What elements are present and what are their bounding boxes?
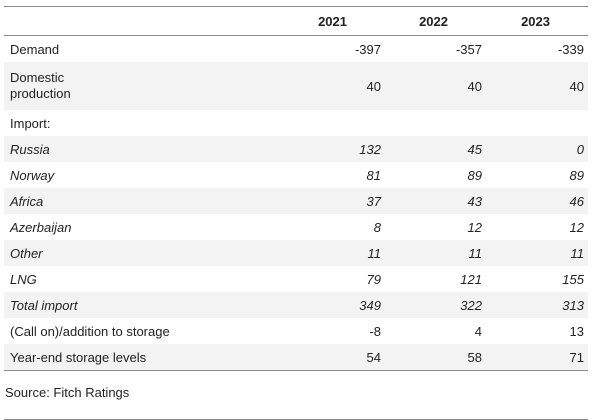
- row-label: Russia: [4, 136, 284, 162]
- cell-2022: 11: [385, 240, 486, 266]
- row-label: Total import: [4, 292, 284, 318]
- table-frame: 2021 2022 2023 Demand -397 -357 -339 Domesti…: [4, 6, 588, 420]
- cell-2023: 313: [486, 292, 588, 318]
- cell-2022: 12: [467, 219, 482, 235]
- table-row: LNG 79 121 155: [4, 266, 588, 292]
- cell-2022: 322: [385, 292, 486, 318]
- cell-2021: 132: [284, 136, 385, 162]
- row-label: Africa: [4, 188, 284, 214]
- cell-2023: 40: [486, 62, 588, 110]
- cell-2023: 46: [486, 188, 588, 214]
- bottom-rule: [4, 370, 588, 371]
- source-note: Source: Fitch Ratings: [5, 385, 130, 400]
- table-row: Domestic production 40 40 40: [4, 62, 588, 110]
- cell-2021: -8: [369, 323, 381, 339]
- cell-2022: 43: [385, 188, 486, 214]
- cell-2021: 81: [366, 167, 381, 183]
- cell-2022: 121: [460, 271, 482, 287]
- cell-2022: -357: [455, 41, 482, 57]
- row-label: (Call on)/addition to storage: [10, 323, 170, 339]
- cell-2021: 54: [284, 344, 385, 370]
- header-row: 2021 2022 2023: [4, 7, 588, 36]
- cell-2023: 12: [569, 219, 584, 235]
- cell-2022: 4: [474, 323, 482, 339]
- cell-2022: 45: [385, 136, 486, 162]
- row-label: Year-end storage levels: [4, 344, 284, 370]
- row-label: Azerbaijan: [10, 219, 72, 235]
- cell-2023: 89: [569, 167, 584, 183]
- cell-2022: 40: [385, 62, 486, 110]
- cell-2023: 155: [562, 271, 584, 287]
- cell-2023: 11: [486, 240, 588, 266]
- cell-2023: 13: [569, 323, 584, 339]
- cell-2023: 71: [486, 344, 588, 370]
- header-year-2021: 2021: [284, 7, 385, 36]
- cell-2021: -397: [354, 41, 381, 57]
- table-row: Import:: [4, 110, 588, 136]
- cell-2022: 58: [385, 344, 486, 370]
- table-body: Demand -397 -357 -339 Domestic production 40 4…: [4, 36, 588, 370]
- cell-2023: [486, 110, 588, 136]
- table-row: (Call on)/addition to storage -8 4 13: [4, 318, 588, 344]
- cell-2021: 40: [284, 62, 385, 110]
- table-row: Other 11 11 11: [4, 240, 588, 266]
- top-rule: [4, 6, 588, 7]
- cell-2021: 11: [284, 240, 385, 266]
- cell-2023: 0: [486, 136, 588, 162]
- cell-2021: 37: [284, 188, 385, 214]
- table-row: Norway 81 89 89: [4, 162, 588, 188]
- cell-2021: 79: [366, 271, 381, 287]
- cell-2021: 8: [373, 219, 381, 235]
- header-corner: [4, 7, 284, 36]
- row-label: Domestic production: [4, 62, 284, 110]
- cell-2022: 89: [467, 167, 482, 183]
- row-label: Demand: [10, 41, 60, 57]
- table-row: Demand -397 -357 -339: [4, 36, 588, 63]
- cell-2021: [284, 110, 385, 136]
- table-row: Russia 132 45 0: [4, 136, 588, 162]
- row-label: Import:: [10, 115, 51, 131]
- row-label: Other: [4, 240, 284, 266]
- header-year-2022: 2022: [385, 7, 486, 36]
- table-row: Year-end storage levels 54 58 71: [4, 344, 588, 370]
- table-row: Africa 37 43 46: [4, 188, 588, 214]
- cell-2023: -339: [557, 41, 584, 57]
- table-row: Total import 349 322 313: [4, 292, 588, 318]
- cell-2021: 349: [284, 292, 385, 318]
- cell-2022: [385, 110, 486, 136]
- gas-balance-table: 2021 2022 2023 Demand -397 -357 -339 Domesti…: [4, 7, 588, 370]
- row-label: Norway: [10, 167, 55, 183]
- row-label: LNG: [10, 271, 37, 287]
- table-row: Azerbaijan 8 12 12: [4, 214, 588, 240]
- header-year-2023: 2023: [486, 7, 588, 36]
